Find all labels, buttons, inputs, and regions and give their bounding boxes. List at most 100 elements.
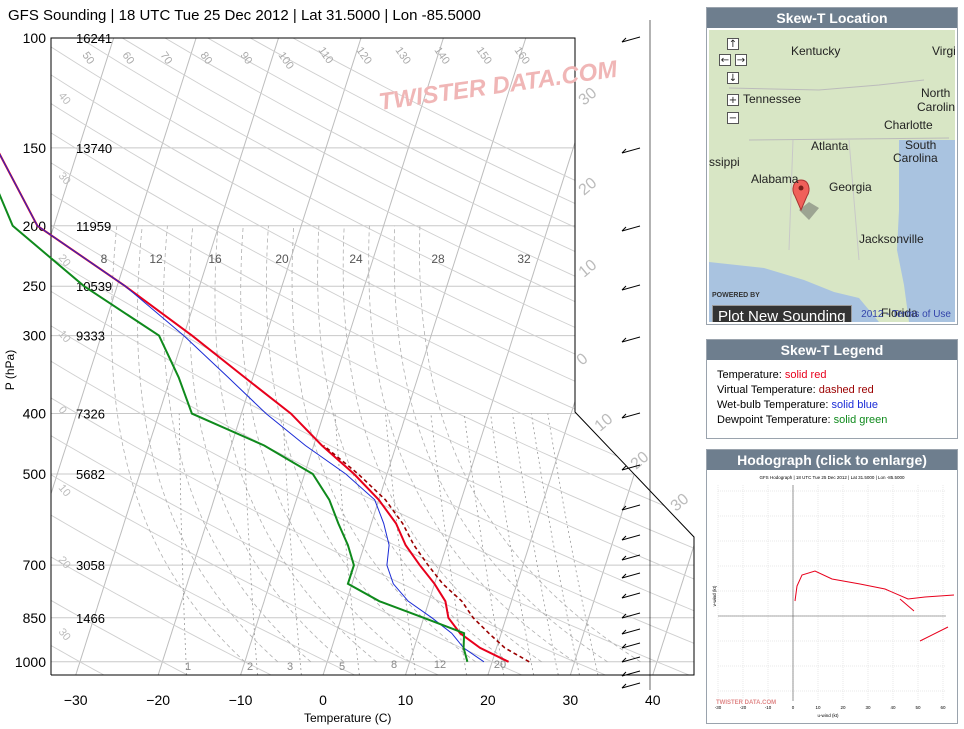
map-label-south: South bbox=[905, 138, 937, 152]
isotherm-label: 60 bbox=[120, 50, 137, 67]
skewt-diagram: GFS Sounding | 18 UTC Tue 25 Dec 2012 | … bbox=[0, 7, 695, 725]
isotherm-label: 130 bbox=[393, 45, 413, 67]
wind-barb-flag bbox=[621, 657, 627, 663]
dry-adiabat-line bbox=[51, 38, 694, 675]
isotherm-line bbox=[487, 38, 692, 675]
adiabat-label-right: 30 bbox=[668, 491, 693, 516]
location-map[interactable]: Kentucky Virgi Tennessee North Carolina … bbox=[709, 30, 955, 322]
map-ocean bbox=[897, 140, 955, 322]
mixing-ratio-label: 20 bbox=[275, 252, 289, 266]
hodograph-panel[interactable]: Hodograph (click to enlarge) GFS Hodogra… bbox=[706, 449, 958, 724]
temperature-tick-label: −10 bbox=[229, 692, 253, 708]
hodograph-trace bbox=[794, 570, 954, 602]
hodo-tick-label: -10 bbox=[765, 705, 772, 710]
isotherm-label: 160 bbox=[512, 45, 532, 67]
dry-adiabat-line bbox=[51, 38, 606, 675]
pressure-tick-label: 300 bbox=[23, 328, 47, 344]
location-panel-title: Skew-T Location bbox=[707, 8, 957, 28]
map-label-alabama: Alabama bbox=[751, 172, 799, 186]
pressure-tick-label: 100 bbox=[23, 30, 47, 46]
adiabat-label: 30 bbox=[56, 170, 73, 187]
series-wet-bulb-temperature bbox=[0, 153, 485, 663]
isotherm-label: 150 bbox=[474, 45, 494, 67]
mixing-ratio-line bbox=[385, 413, 417, 675]
hodo-tick-label: 0 bbox=[792, 705, 795, 710]
legend-row-wetbulb: Wet-bulb Temperature: solid blue bbox=[717, 398, 957, 413]
legend-label: Dewpoint Temperature: bbox=[717, 414, 834, 426]
wind-barb-flag bbox=[621, 555, 627, 561]
wind-barb-flag bbox=[621, 465, 627, 471]
legend-row-temperature: Temperature: solid red bbox=[717, 368, 957, 383]
height-label: 16241 bbox=[76, 31, 112, 46]
mixing-ratio-label-low: 20 bbox=[494, 659, 506, 671]
hodo-tick-label: 10 bbox=[815, 705, 821, 710]
pan-down-button[interactable]: ↓ bbox=[727, 72, 739, 84]
wind-barb bbox=[621, 225, 641, 232]
wind-barb bbox=[621, 670, 641, 677]
adiabat-label: 30 bbox=[56, 626, 73, 643]
mixing-ratio-line bbox=[282, 413, 302, 675]
mixing-ratio-label-low: 12 bbox=[434, 659, 446, 671]
plot-new-sounding-button[interactable]: Plot New Sounding bbox=[712, 305, 852, 322]
mixing-ratio-line bbox=[547, 413, 599, 675]
zoom-in-button[interactable]: + bbox=[727, 94, 739, 106]
chart-title: GFS Sounding | 18 UTC Tue 25 Dec 2012 | … bbox=[8, 7, 481, 24]
wind-barb bbox=[621, 464, 641, 471]
adiabat-label-right: 10 bbox=[592, 411, 617, 436]
legend-label: Virtual Temperature: bbox=[717, 384, 819, 396]
hodograph-subtitle: GFS Hodograph | 18 UTC Tue 25 Dec 2012 |… bbox=[759, 475, 905, 480]
wind-barb-flag bbox=[621, 535, 627, 541]
wind-barb-flag bbox=[621, 613, 627, 619]
map-label-virginia: Virgi bbox=[932, 44, 955, 58]
wind-barb-flag bbox=[621, 285, 627, 291]
dry-adiabat-line bbox=[51, 38, 694, 675]
legend-value: solid red bbox=[784, 369, 827, 381]
hodograph-grid: -30 -20 -10 0 10 20 30 40 50 60 bbox=[715, 485, 946, 710]
wind-barb-flag bbox=[621, 505, 627, 511]
mixing-ratio-line bbox=[430, 413, 467, 675]
powered-by-text: POWERED BY bbox=[712, 292, 760, 299]
hodograph-xlabel: u-wind (kt) bbox=[817, 713, 839, 718]
wind-barb-flag bbox=[621, 593, 627, 599]
hodo-tick-label: -30 bbox=[715, 705, 722, 710]
adiabat-label-right: 20 bbox=[576, 175, 601, 200]
height-label: 9333 bbox=[76, 329, 105, 344]
map-pin[interactable] bbox=[792, 179, 810, 212]
pressure-tick-label: 250 bbox=[23, 278, 47, 294]
wind-barb bbox=[621, 336, 641, 343]
mixing-ratio-label: 28 bbox=[431, 252, 445, 266]
hodo-tick-label: 30 bbox=[865, 705, 871, 710]
temperature-tick-label: 20 bbox=[480, 692, 496, 708]
height-label: 10539 bbox=[76, 279, 112, 294]
wind-barb-flag bbox=[621, 337, 627, 343]
isotherm-line bbox=[322, 38, 527, 675]
map-label-mississippi: ssippi bbox=[709, 155, 740, 169]
zoom-out-button[interactable]: − bbox=[727, 112, 739, 124]
hodo-tick-label: 20 bbox=[840, 705, 846, 710]
wind-barb bbox=[621, 284, 641, 291]
location-panel: Skew-T Location Kentucky Virgi Tennessee… bbox=[706, 7, 958, 325]
isotherm-line bbox=[240, 38, 444, 675]
hodograph-thumbnail[interactable]: GFS Hodograph | 18 UTC Tue 25 Dec 2012 |… bbox=[710, 471, 954, 721]
height-label: 13740 bbox=[76, 141, 112, 156]
pan-right-button[interactable]: → bbox=[735, 54, 747, 66]
terms-of-use-link[interactable]: 2012 - Terms of Use bbox=[861, 309, 951, 320]
map-label-charlotte: Charlotte bbox=[884, 118, 933, 132]
map-label-jacksonville: Jacksonville bbox=[859, 232, 924, 246]
isotherm-label: 70 bbox=[158, 50, 175, 67]
wind-barb-flag bbox=[621, 671, 627, 677]
mixing-ratio-line bbox=[512, 413, 559, 675]
adiabat-label-right: 10 bbox=[576, 257, 601, 282]
wind-barb bbox=[621, 656, 641, 663]
legend-label: Temperature: bbox=[717, 369, 785, 381]
dry-adiabat-line bbox=[51, 38, 694, 675]
isotherm-line bbox=[51, 38, 197, 675]
dry-adiabat-line bbox=[51, 38, 694, 675]
hodograph-ylabel: v-wind (kt) bbox=[712, 585, 717, 606]
pan-left-button[interactable]: ← bbox=[719, 54, 731, 66]
hodograph-trace-segment bbox=[899, 598, 949, 642]
mixing-ratio-label-low: 1 bbox=[185, 661, 191, 673]
pan-up-button[interactable]: ↑ bbox=[727, 38, 739, 50]
temperature-tick-label: −30 bbox=[64, 692, 88, 708]
map-graphic bbox=[709, 79, 955, 322]
